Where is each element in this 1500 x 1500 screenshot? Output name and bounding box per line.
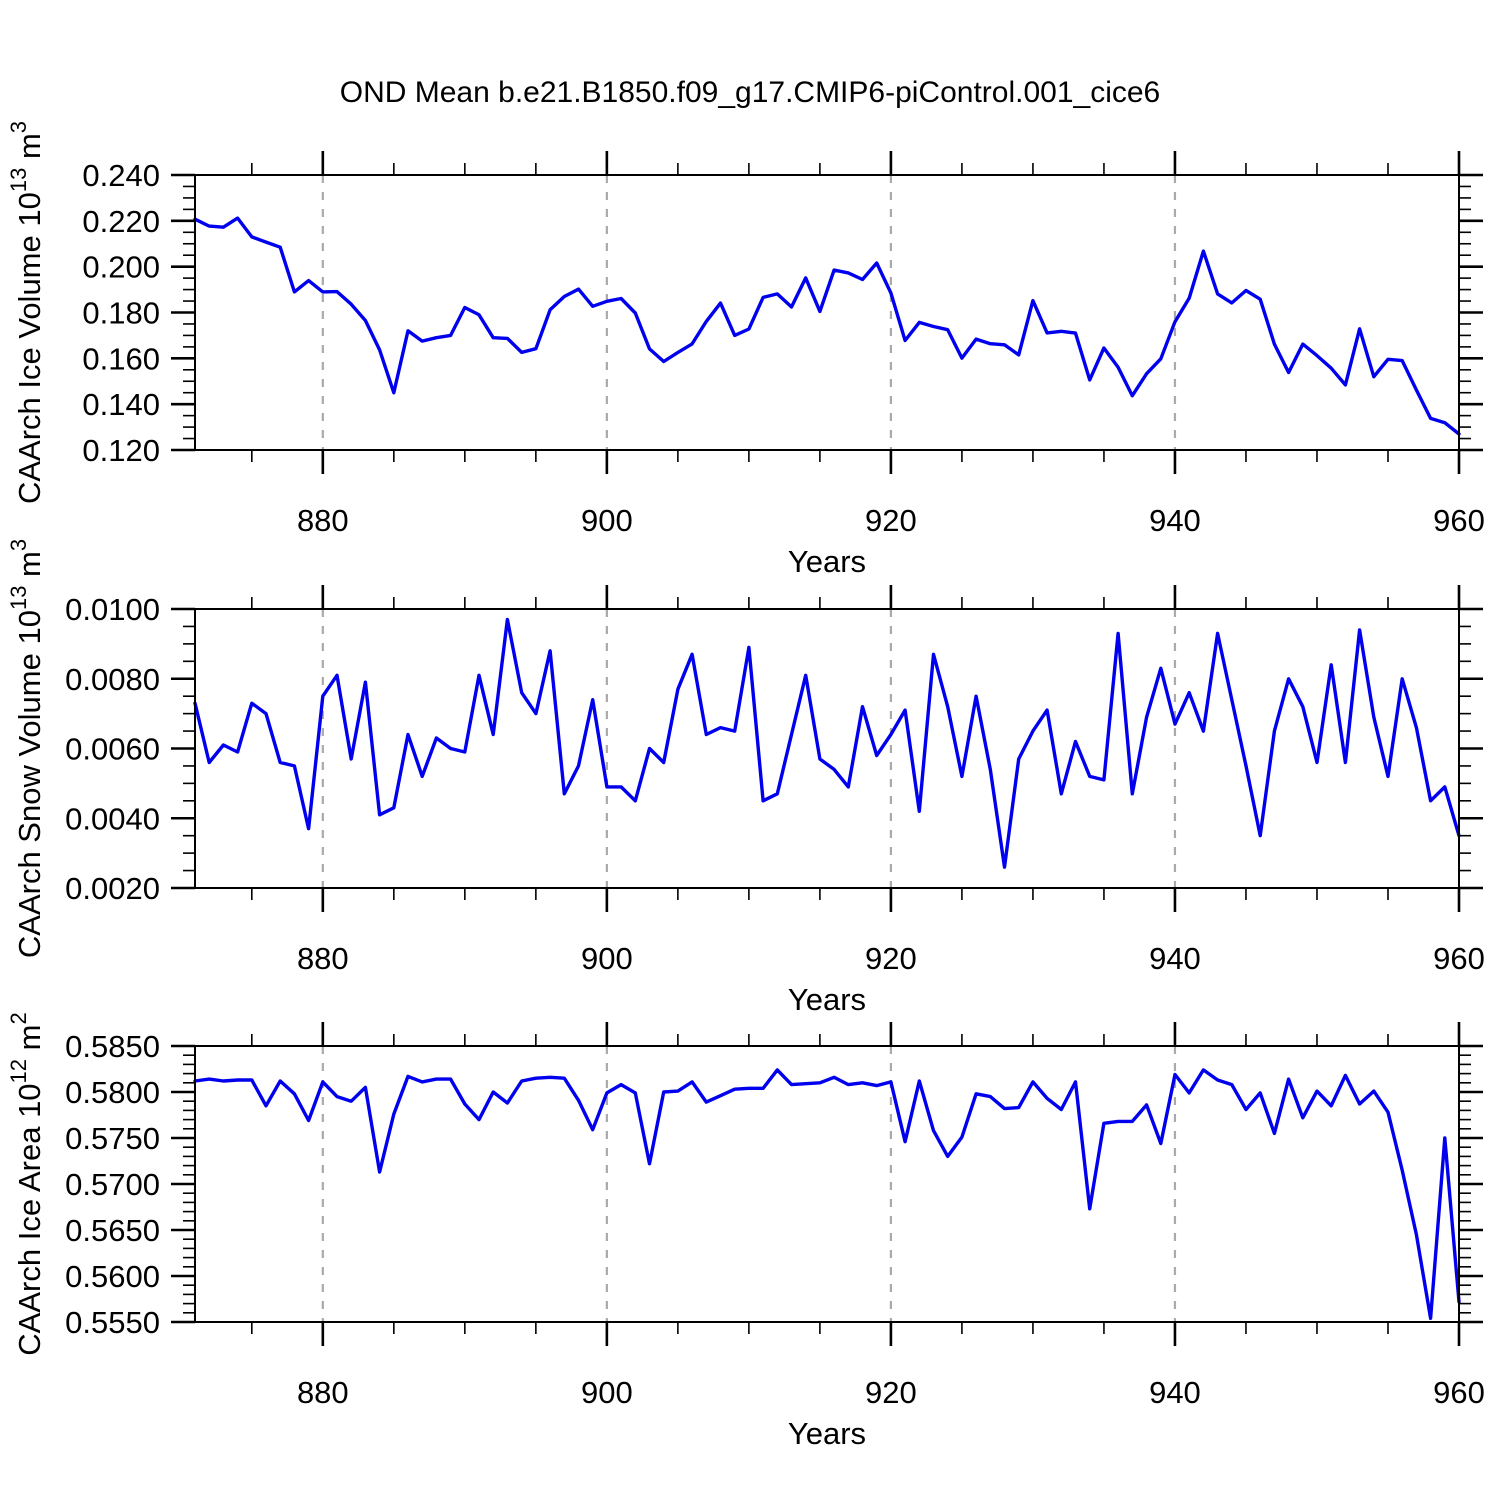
x-axis-title: Years xyxy=(788,982,866,1017)
x-tick-label: 920 xyxy=(865,503,917,538)
y-axis-title: CAArch Ice Volume 1013 m3 xyxy=(6,121,47,504)
plot-frame xyxy=(194,608,1460,889)
x-tick-label: 940 xyxy=(1149,941,1201,976)
y-axis-title: CAArch Ice Area 1012 m2 xyxy=(6,1012,47,1355)
y-tick-label: 0.0020 xyxy=(65,871,160,906)
x-tick-label: 940 xyxy=(1149,503,1201,538)
x-tick-label: 900 xyxy=(581,503,633,538)
y-tick-label: 0.240 xyxy=(82,158,160,193)
ticks xyxy=(171,1022,1483,1346)
x-tick-label: 960 xyxy=(1433,1375,1485,1410)
y-tick-label: 0.0060 xyxy=(65,732,160,767)
y-tick-label: 0.120 xyxy=(82,433,160,468)
y-tick-label: 0.220 xyxy=(82,204,160,239)
y-tick-label: 0.180 xyxy=(82,296,160,331)
y-tick-label: 0.5800 xyxy=(65,1075,160,1110)
panel-ice-volume: 880 900 920 940 960 0.120 0.140 0.160 0.180 0.200… xyxy=(6,121,1485,579)
y-tick-label: 0.160 xyxy=(82,341,160,376)
y-tick-label: 0.0100 xyxy=(65,592,160,627)
ticks xyxy=(171,151,1483,474)
x-tick-label: 880 xyxy=(297,941,349,976)
y-tick-label: 0.200 xyxy=(82,250,160,285)
y-tick-label: 0.5650 xyxy=(65,1213,160,1248)
y-tick-label: 0.0080 xyxy=(65,662,160,697)
chart-title: OND Mean b.e21.B1850.f09_g17.CMIP6-piCon… xyxy=(339,76,1161,109)
x-tick-label: 900 xyxy=(581,1375,633,1410)
x-tick-label: 920 xyxy=(865,941,917,976)
data-line-ice-volume xyxy=(193,216,1461,436)
x-tick-label: 880 xyxy=(297,503,349,538)
plot-frame xyxy=(194,1045,1460,1323)
x-tick-label: 900 xyxy=(581,941,633,976)
y-tick-label: 0.5550 xyxy=(65,1305,160,1340)
data-line-ice-area xyxy=(193,1068,1461,1321)
y-tick-label: 0.5750 xyxy=(65,1121,160,1156)
x-tick-label: 920 xyxy=(865,1375,917,1410)
y-axis-title: CAArch Snow Volume 1013 m3 xyxy=(6,539,47,958)
y-tick-label: 0.140 xyxy=(82,387,160,422)
y-tick-label: 0.5600 xyxy=(65,1259,160,1294)
x-axis-title: Years xyxy=(788,1416,866,1451)
x-tick-label: 880 xyxy=(297,1375,349,1410)
x-tick-label: 960 xyxy=(1433,503,1485,538)
y-tick-label: 0.5850 xyxy=(65,1029,160,1064)
plot-frame xyxy=(194,174,1460,451)
y-tick-label: 0.0040 xyxy=(65,801,160,836)
y-tick-label: 0.5700 xyxy=(65,1167,160,1202)
x-tick-label: 960 xyxy=(1433,941,1485,976)
x-tick-label: 940 xyxy=(1149,1375,1201,1410)
data-line-snow-volume xyxy=(193,617,1461,869)
x-axis-title: Years xyxy=(788,544,866,579)
ticks xyxy=(171,585,1483,912)
panel-snow-volume: 880 900 920 940 960 0.0020 0.0040 0.0060 0.0080 0… xyxy=(6,539,1485,1017)
panel-ice-area: 880 900 920 940 960 0.5550 0.5600 0.5650 0.5700 0… xyxy=(6,1012,1485,1451)
